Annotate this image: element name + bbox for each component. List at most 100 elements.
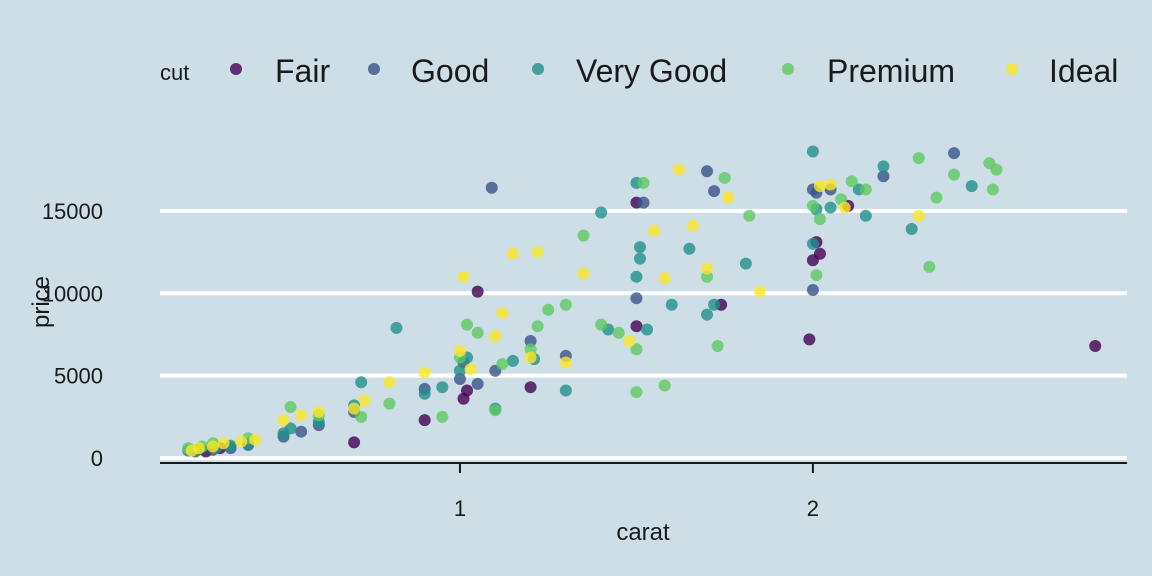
data-point bbox=[577, 229, 590, 242]
data-point bbox=[348, 402, 361, 415]
data-point bbox=[824, 201, 837, 214]
data-point bbox=[672, 163, 685, 176]
data-point bbox=[284, 400, 297, 413]
data-point bbox=[531, 320, 544, 333]
data-point bbox=[461, 384, 474, 397]
gridlines bbox=[160, 208, 1127, 461]
data-point bbox=[824, 178, 837, 191]
data-point bbox=[739, 257, 752, 270]
data-point bbox=[506, 247, 519, 260]
data-point bbox=[524, 351, 537, 364]
data-point bbox=[701, 165, 714, 178]
data-point bbox=[418, 414, 431, 427]
data-point bbox=[418, 366, 431, 379]
series-premium bbox=[182, 152, 1003, 455]
data-point bbox=[217, 437, 230, 450]
data-point bbox=[630, 386, 643, 399]
data-point bbox=[718, 171, 731, 184]
data-point bbox=[658, 379, 671, 392]
data-point bbox=[453, 372, 466, 385]
data-point bbox=[206, 440, 219, 453]
data-point bbox=[623, 335, 636, 348]
x-tick-label: 1 bbox=[454, 496, 466, 521]
data-point bbox=[249, 433, 262, 446]
data-point bbox=[457, 270, 470, 283]
data-point bbox=[595, 318, 608, 331]
data-point bbox=[923, 260, 936, 273]
data-point bbox=[489, 330, 502, 343]
data-point bbox=[708, 298, 721, 311]
legend-label: Very Good bbox=[576, 53, 727, 89]
data-point bbox=[803, 333, 816, 346]
legend-key bbox=[782, 63, 794, 75]
data-point bbox=[630, 292, 643, 305]
data-point bbox=[489, 404, 502, 417]
data-point bbox=[859, 209, 872, 222]
data-point bbox=[612, 326, 625, 339]
data-point bbox=[665, 298, 678, 311]
y-axis-ticks: 0 5000 10000 15000 bbox=[42, 199, 103, 471]
data-point bbox=[436, 381, 449, 394]
data-point bbox=[595, 206, 608, 219]
data-point bbox=[577, 267, 590, 280]
data-point bbox=[711, 339, 724, 352]
data-point bbox=[471, 377, 484, 390]
legend-label: Premium bbox=[827, 53, 955, 89]
data-point bbox=[701, 262, 714, 275]
data-point bbox=[743, 209, 756, 222]
data-point bbox=[637, 196, 650, 209]
data-point bbox=[701, 308, 714, 321]
legend-key bbox=[368, 63, 380, 75]
x-tick-label: 2 bbox=[807, 496, 819, 521]
data-point bbox=[912, 209, 925, 222]
y-axis-title: price bbox=[28, 276, 55, 328]
data-point bbox=[453, 364, 466, 377]
data-point bbox=[641, 323, 654, 336]
data-point bbox=[722, 191, 735, 204]
data-point bbox=[990, 163, 1003, 176]
legend-label: Ideal bbox=[1049, 53, 1118, 89]
y-tick-label: 15000 bbox=[42, 199, 103, 224]
data-point bbox=[877, 160, 890, 173]
data-point bbox=[810, 269, 823, 282]
data-point bbox=[859, 183, 872, 196]
legend-title: cut bbox=[160, 60, 189, 85]
data-point bbox=[683, 242, 696, 255]
data-point bbox=[524, 343, 537, 356]
data-point bbox=[838, 201, 851, 214]
data-point bbox=[348, 436, 361, 449]
y-tick-label: 0 bbox=[91, 446, 103, 471]
data-point bbox=[1089, 339, 1102, 352]
series-ideal bbox=[185, 163, 925, 457]
data-point bbox=[813, 213, 826, 226]
data-point bbox=[986, 183, 999, 196]
data-point bbox=[813, 180, 826, 193]
data-point bbox=[531, 246, 544, 259]
data-point bbox=[806, 283, 819, 296]
data-point bbox=[877, 170, 890, 183]
data-point bbox=[192, 442, 205, 455]
data-point bbox=[912, 152, 925, 165]
data-point bbox=[284, 422, 297, 435]
data-point bbox=[701, 270, 714, 283]
data-point bbox=[930, 191, 943, 204]
legend-key bbox=[1006, 63, 1018, 75]
data-point bbox=[471, 285, 484, 298]
legend-label: Good bbox=[411, 53, 489, 89]
data-point bbox=[813, 247, 826, 260]
data-points bbox=[182, 145, 1102, 458]
data-point bbox=[277, 414, 290, 427]
data-point bbox=[648, 224, 661, 237]
data-point bbox=[948, 168, 961, 181]
data-point bbox=[845, 175, 858, 188]
y-tick-label: 5000 bbox=[54, 364, 103, 389]
data-point bbox=[358, 394, 371, 407]
data-point bbox=[806, 199, 819, 212]
data-point bbox=[485, 181, 498, 194]
data-point bbox=[633, 241, 646, 254]
legend-key bbox=[230, 63, 242, 75]
data-point bbox=[312, 405, 325, 418]
data-point bbox=[965, 180, 978, 193]
data-point bbox=[496, 307, 509, 320]
